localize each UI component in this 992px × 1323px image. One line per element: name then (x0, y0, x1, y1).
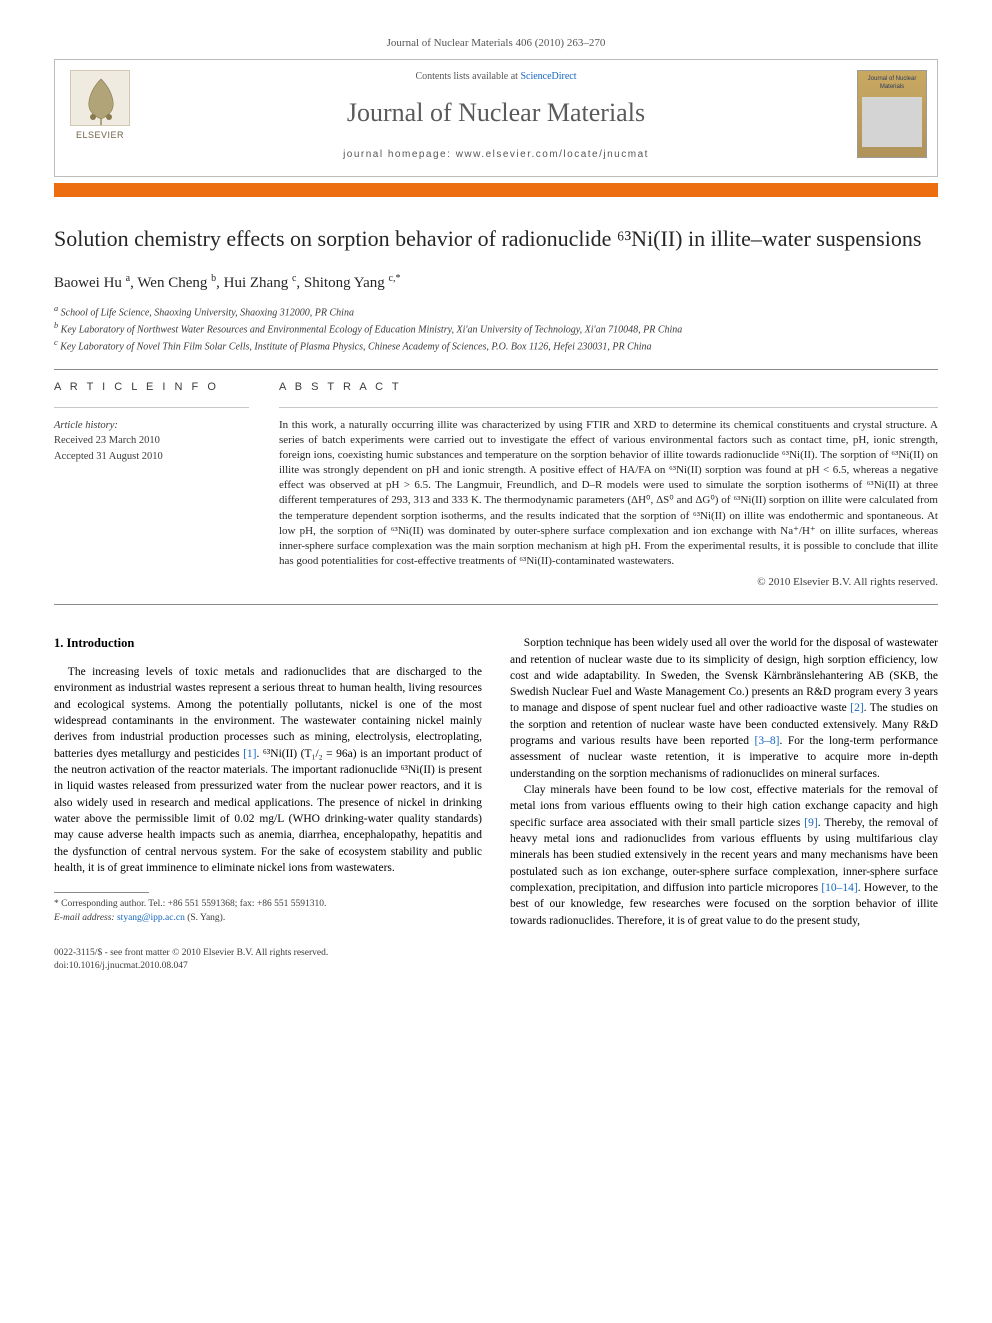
elsevier-logo: ELSEVIER (65, 70, 135, 148)
sciencedirect-link[interactable]: ScienceDirect (520, 71, 576, 82)
article-title: Solution chemistry effects on sorption b… (54, 225, 938, 254)
abstract-column: A B S T R A C T In this work, a naturall… (279, 380, 938, 590)
homepage-url: www.elsevier.com/locate/jnucmat (456, 149, 649, 160)
paragraph: Clay minerals have been found to be low … (510, 782, 938, 929)
homepage-line: journal homepage: www.elsevier.com/locat… (150, 148, 842, 162)
paragraph: The increasing levels of toxic metals an… (54, 664, 482, 876)
abstract-label: A B S T R A C T (279, 380, 938, 395)
journal-reference: Journal of Nuclear Materials 406 (2010) … (54, 36, 938, 51)
cover-title: Journal of Nuclear Materials (858, 71, 926, 95)
corresponding-author: * Corresponding author. Tel.: +86 551 55… (54, 898, 482, 911)
cover-image-icon (862, 97, 922, 147)
article-info-column: A R T I C L E I N F O Article history: R… (54, 380, 249, 590)
email-line: E-mail address: styang@ipp.ac.cn (S. Yan… (54, 912, 482, 925)
journal-title: Journal of Nuclear Materials (150, 95, 842, 130)
abstract-text: In this work, a naturally occurring illi… (279, 418, 938, 570)
received-date: Received 23 March 2010 (54, 433, 249, 449)
body-columns: 1. Introduction The increasing levels of… (54, 635, 938, 929)
email-suffix: (S. Yang). (185, 913, 225, 923)
affiliations: a School of Life Science, Shaoxing Unive… (54, 303, 938, 355)
paragraph: Sorption technique has been widely used … (510, 635, 938, 782)
abstract-copyright: © 2010 Elsevier B.V. All rights reserved… (279, 575, 938, 590)
affiliation-b: b Key Laboratory of Northwest Water Reso… (54, 320, 938, 337)
body-text-left: The increasing levels of toxic metals an… (54, 664, 482, 876)
affiliation-c: c Key Laboratory of Novel Thin Film Sola… (54, 337, 938, 354)
authors: Baowei Hu a, Wen Cheng b, Hui Zhang c, S… (54, 272, 938, 293)
body-text-right: Sorption technique has been widely used … (510, 635, 938, 929)
accepted-date: Accepted 31 August 2010 (54, 449, 249, 465)
contents-line: Contents lists available at ScienceDirec… (150, 70, 842, 84)
accent-bar (54, 183, 938, 197)
affiliation-a: a School of Life Science, Shaoxing Unive… (54, 303, 938, 320)
journal-cover-thumbnail: Journal of Nuclear Materials (857, 70, 927, 158)
journal-header-box: ELSEVIER Journal of Nuclear Materials Co… (54, 59, 938, 177)
article-info-label: A R T I C L E I N F O (54, 380, 249, 395)
page: Journal of Nuclear Materials 406 (2010) … (0, 0, 992, 1004)
page-footer: 0022-3115/$ - see front matter © 2010 El… (54, 947, 938, 974)
contents-prefix: Contents lists available at (415, 71, 520, 82)
divider (54, 604, 938, 605)
right-column: Sorption technique has been widely used … (510, 635, 938, 929)
section-heading-introduction: 1. Introduction (54, 635, 482, 652)
divider (54, 369, 938, 370)
homepage-prefix: journal homepage: (343, 149, 456, 160)
article-history: Article history: Received 23 March 2010 … (54, 418, 249, 465)
history-label: Article history: (54, 418, 249, 434)
front-matter-line: 0022-3115/$ - see front matter © 2010 El… (54, 947, 328, 960)
footer-left: 0022-3115/$ - see front matter © 2010 El… (54, 947, 328, 974)
footnote-separator (54, 892, 149, 893)
doi-line: doi:10.1016/j.jnucmat.2010.08.047 (54, 960, 328, 973)
divider (279, 407, 938, 408)
elsevier-text: ELSEVIER (65, 129, 135, 141)
divider (54, 407, 249, 408)
footnote-block: * Corresponding author. Tel.: +86 551 55… (54, 898, 482, 925)
email-label: E-mail address: (54, 913, 117, 923)
meta-row: A R T I C L E I N F O Article history: R… (54, 380, 938, 590)
left-column: 1. Introduction The increasing levels of… (54, 635, 482, 929)
email-link[interactable]: styang@ipp.ac.cn (117, 913, 185, 923)
elsevier-tree-icon (70, 70, 130, 126)
